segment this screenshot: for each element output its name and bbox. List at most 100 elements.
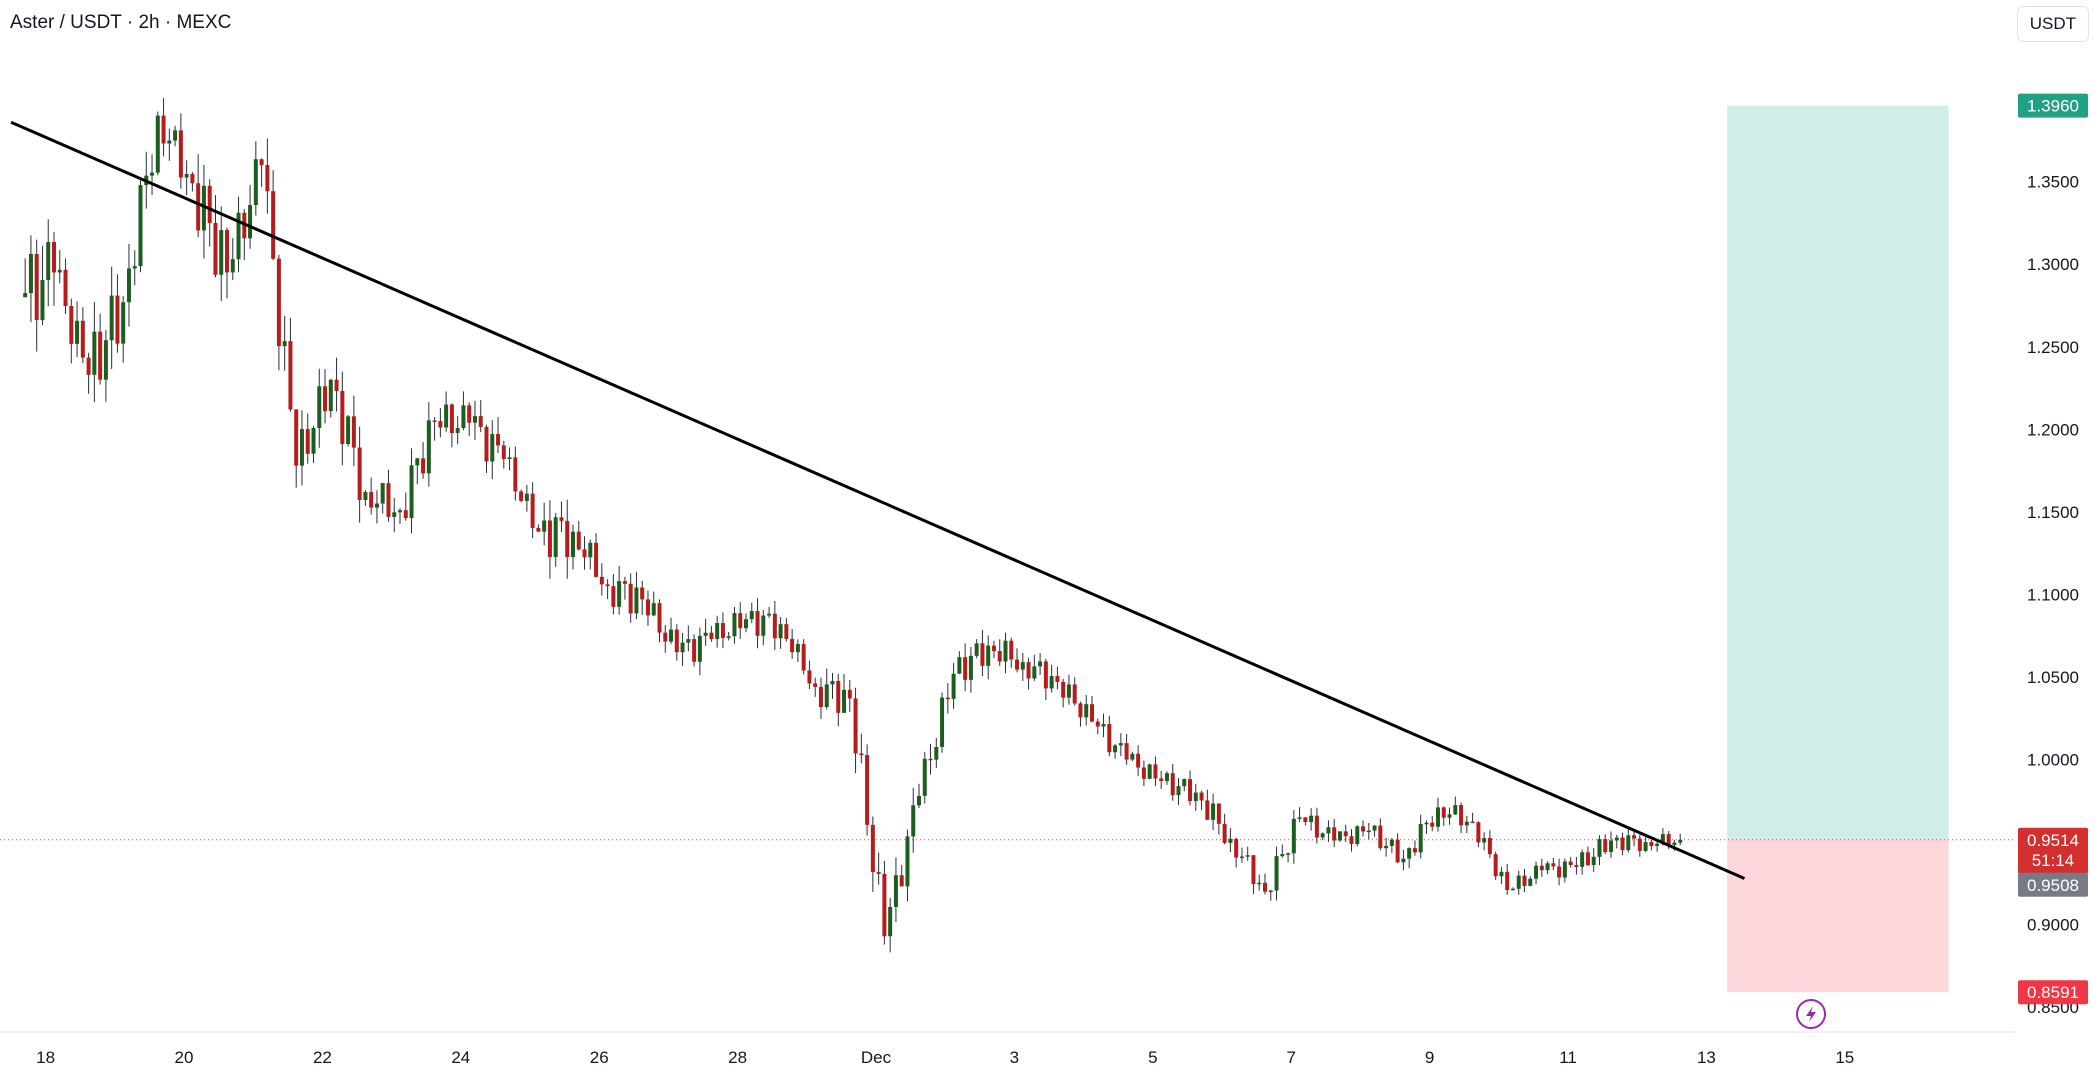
candle-body bbox=[669, 629, 674, 642]
lightning-icon[interactable] bbox=[1796, 999, 1826, 1029]
candle-body bbox=[963, 657, 968, 680]
candle-body bbox=[1464, 821, 1469, 826]
candle-body bbox=[1130, 753, 1135, 760]
candle-body bbox=[1188, 779, 1193, 802]
candle-body bbox=[818, 686, 823, 708]
candle-body bbox=[253, 159, 258, 206]
last-price-label: 0.9514 bbox=[2027, 831, 2079, 850]
candle-body bbox=[1095, 721, 1100, 727]
candle-body bbox=[1666, 834, 1671, 845]
currency-button[interactable]: USDT bbox=[2016, 6, 2089, 42]
candle-body bbox=[1239, 856, 1244, 859]
candle-body bbox=[1551, 863, 1556, 867]
time-tick-label: Dec bbox=[861, 1048, 892, 1067]
candle-body bbox=[905, 836, 910, 887]
candle-body bbox=[622, 581, 627, 584]
candle-body bbox=[403, 510, 408, 519]
candle-body bbox=[519, 491, 524, 501]
candle-body bbox=[201, 185, 206, 231]
price-tick-label: 1.3000 bbox=[2027, 255, 2079, 274]
candle-body bbox=[1395, 839, 1400, 863]
candle-body bbox=[559, 517, 564, 521]
candle-body bbox=[472, 416, 477, 423]
candle-body bbox=[138, 185, 143, 267]
stop-zone[interactable] bbox=[1727, 839, 1949, 993]
candle-body bbox=[109, 295, 114, 341]
candle-body bbox=[103, 340, 108, 380]
candle-body bbox=[1216, 803, 1221, 824]
candle-body bbox=[1124, 743, 1129, 760]
candle-body bbox=[1072, 684, 1077, 704]
candle-body bbox=[957, 657, 962, 674]
candle-body bbox=[1286, 853, 1291, 855]
target-price-label: 1.3960 bbox=[2027, 97, 2079, 116]
candle-body bbox=[346, 416, 351, 445]
candle-body bbox=[790, 638, 795, 653]
candle-body bbox=[1153, 764, 1158, 779]
candle-body bbox=[686, 639, 691, 643]
price-tick-label: 1.2500 bbox=[2027, 338, 2079, 357]
candle-body bbox=[190, 174, 195, 184]
candle-body bbox=[1113, 745, 1118, 753]
candle-body bbox=[628, 583, 633, 614]
candle-body bbox=[334, 379, 339, 391]
candle-body bbox=[276, 258, 281, 347]
candle-body bbox=[709, 632, 714, 640]
candle-body bbox=[1009, 640, 1014, 660]
candle-body bbox=[432, 420, 437, 422]
candle-body bbox=[1447, 814, 1452, 818]
last-price-tag: 0.9514 51:14 bbox=[2018, 827, 2088, 874]
candle-body bbox=[1493, 854, 1498, 877]
candle-body bbox=[1355, 826, 1360, 844]
candle-body bbox=[1118, 743, 1123, 746]
candle-body bbox=[225, 230, 229, 273]
candle-body bbox=[1061, 681, 1066, 698]
bar-countdown-label: 51:14 bbox=[2032, 851, 2075, 870]
candle-body bbox=[571, 531, 575, 558]
candle-body bbox=[784, 624, 789, 639]
candle-body bbox=[1222, 823, 1227, 843]
candle-body bbox=[351, 416, 356, 448]
candle-body bbox=[1384, 845, 1389, 849]
candle-body bbox=[299, 429, 304, 466]
candle-body bbox=[501, 445, 506, 460]
candle-body bbox=[213, 223, 218, 275]
candle-body bbox=[1632, 835, 1637, 839]
candle-body bbox=[692, 639, 697, 662]
candle-body bbox=[1366, 830, 1371, 833]
candle-body bbox=[1476, 822, 1481, 843]
candle-body bbox=[1032, 666, 1037, 679]
candle-body bbox=[1193, 792, 1198, 802]
candle-body bbox=[415, 458, 420, 466]
candle-body bbox=[1609, 840, 1613, 852]
candle-body bbox=[380, 483, 385, 504]
trendline[interactable] bbox=[10, 120, 1746, 880]
candle-body bbox=[1205, 800, 1210, 820]
candle-body bbox=[824, 684, 829, 708]
candle-body bbox=[484, 426, 489, 462]
candle-body bbox=[132, 266, 137, 269]
candle-body bbox=[899, 875, 904, 887]
candle-body bbox=[1141, 767, 1146, 779]
target-price-tag: 1.3960 bbox=[2018, 93, 2088, 118]
candle-body bbox=[807, 670, 812, 684]
candle-body bbox=[778, 624, 783, 639]
price-axis[interactable]: 1.3500 1.3000 1.2500 1.2000 1.1500 1.1000 1.05… bbox=[2027, 173, 2079, 1018]
candle-body bbox=[1263, 882, 1267, 892]
candle-body bbox=[645, 599, 650, 616]
candle-body bbox=[1043, 661, 1048, 689]
price-tick-label: 0.9000 bbox=[2027, 916, 2079, 935]
candle-body bbox=[1522, 875, 1527, 886]
candle-body bbox=[69, 306, 74, 344]
target-zone[interactable] bbox=[1727, 105, 1949, 840]
candle-body bbox=[178, 130, 183, 178]
candle-body bbox=[870, 824, 875, 873]
candle-body bbox=[1580, 852, 1585, 867]
candle-body bbox=[52, 242, 56, 273]
candle-body bbox=[1164, 773, 1169, 782]
candle-body bbox=[859, 753, 864, 756]
candle-body bbox=[63, 269, 68, 307]
candle-body bbox=[115, 295, 120, 344]
candle-body bbox=[1332, 827, 1337, 841]
